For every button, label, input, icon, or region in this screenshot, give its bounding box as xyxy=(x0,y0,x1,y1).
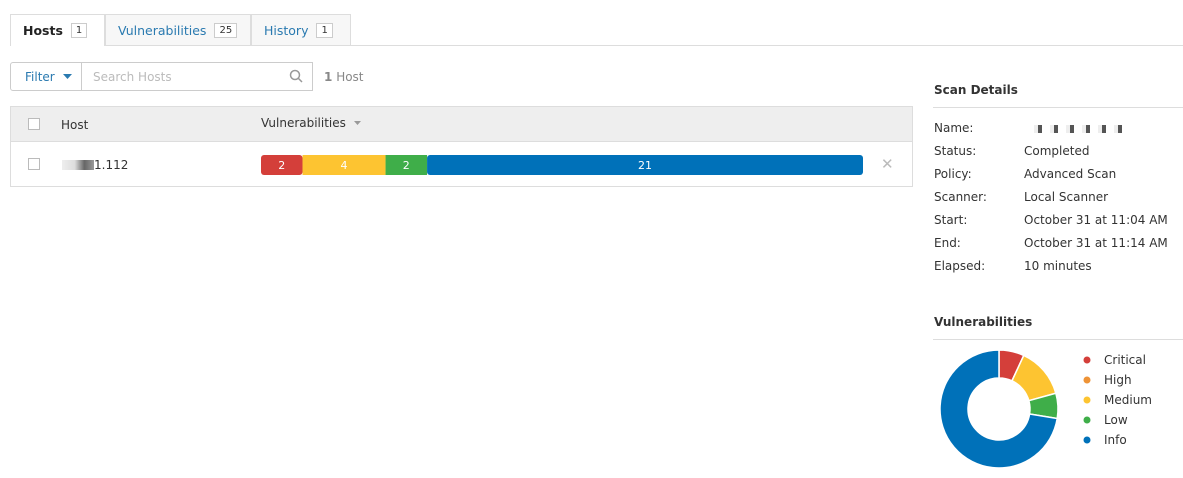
host-count-number: 1 xyxy=(324,70,333,84)
host-name[interactable]: 1.112 xyxy=(94,158,129,172)
donut-slice xyxy=(939,349,1059,469)
legend-label: High xyxy=(1104,373,1132,387)
table-header xyxy=(11,107,912,142)
legend-swatch xyxy=(1083,436,1091,444)
legend-swatch xyxy=(1083,356,1091,364)
legend-label: Medium xyxy=(1104,393,1152,407)
tab[interactable]: History 1 xyxy=(251,14,351,45)
checkbox[interactable] xyxy=(28,118,40,130)
host-count: 1 Host xyxy=(324,70,364,84)
caret xyxy=(62,73,72,79)
chart-title: Vulnerabilities xyxy=(934,315,1033,329)
search-input[interactable]: Search Hosts xyxy=(81,62,313,91)
search-placeholder: Search Hosts xyxy=(93,69,172,84)
legend-label: Critical xyxy=(1104,353,1146,367)
segment-label: 4 xyxy=(341,159,348,172)
segment-label: 2 xyxy=(403,159,410,172)
detail-value: Local Scanner xyxy=(1024,190,1109,204)
detail-label: End: xyxy=(934,236,961,250)
search-icon xyxy=(289,69,303,83)
column-header-label: Vulnerabilities xyxy=(261,116,346,130)
detail-label: Policy: xyxy=(934,167,972,181)
bar-segment xyxy=(427,155,863,175)
segment-label: 2 xyxy=(278,159,285,172)
section-rule xyxy=(933,339,1183,340)
tab-count: 25 xyxy=(214,22,238,38)
segment-label: 21 xyxy=(638,159,652,172)
tab-count: 1 xyxy=(70,23,88,38)
bar-segment xyxy=(385,155,428,175)
detail-label: Status: xyxy=(934,144,977,158)
vulnerability-bar: 2 4 2 21 xyxy=(261,155,863,175)
donut-chart: Critical High Medium Low Info xyxy=(939,349,1152,469)
table xyxy=(10,106,913,187)
bar-segment xyxy=(302,155,386,175)
legend-swatch xyxy=(1083,396,1091,404)
detail-value: 10 minutes xyxy=(1024,259,1092,273)
detail-value: October 31 at 11:04 AM xyxy=(1024,213,1168,227)
section-rule xyxy=(933,107,1183,108)
legend-label: Info xyxy=(1104,433,1127,447)
column-header[interactable]: Host xyxy=(61,118,89,132)
legend-label: Low xyxy=(1104,413,1128,427)
detail-label: Elapsed: xyxy=(934,259,986,273)
bar-segment xyxy=(261,155,303,175)
detail-value: October 31 at 11:14 AM xyxy=(1024,236,1168,250)
detail-label: Name: xyxy=(934,121,974,135)
checkbox[interactable] xyxy=(28,158,40,170)
detail-label: Start: xyxy=(934,213,968,227)
host-count-label: Host xyxy=(336,70,364,84)
tab[interactable]: Vulnerabilities 25 xyxy=(105,14,251,45)
legend-swatch xyxy=(1083,416,1091,424)
sort-icon xyxy=(353,120,361,125)
detail-value: Advanced Scan xyxy=(1024,167,1117,181)
redacted xyxy=(62,160,94,170)
column-header[interactable]: Vulnerabilities xyxy=(261,116,361,130)
tab-count: 1 xyxy=(316,22,333,38)
tab-label: Hosts xyxy=(23,23,63,38)
tab-label: Vulnerabilities xyxy=(118,22,207,38)
detail-label: Scanner: xyxy=(934,190,987,204)
legend-swatch xyxy=(1083,376,1091,384)
remove-button[interactable]: ✕ xyxy=(881,155,894,173)
filter-label: Filter xyxy=(25,69,55,84)
tab-label: History xyxy=(264,22,309,38)
redacted xyxy=(1026,125,1122,133)
tab[interactable]: Hosts 1 xyxy=(10,14,105,46)
detail-value: Completed xyxy=(1024,144,1090,158)
section-title: Scan Details xyxy=(934,83,1018,97)
filter-button[interactable]: Filter xyxy=(10,62,82,91)
tab-rule xyxy=(10,45,1183,46)
